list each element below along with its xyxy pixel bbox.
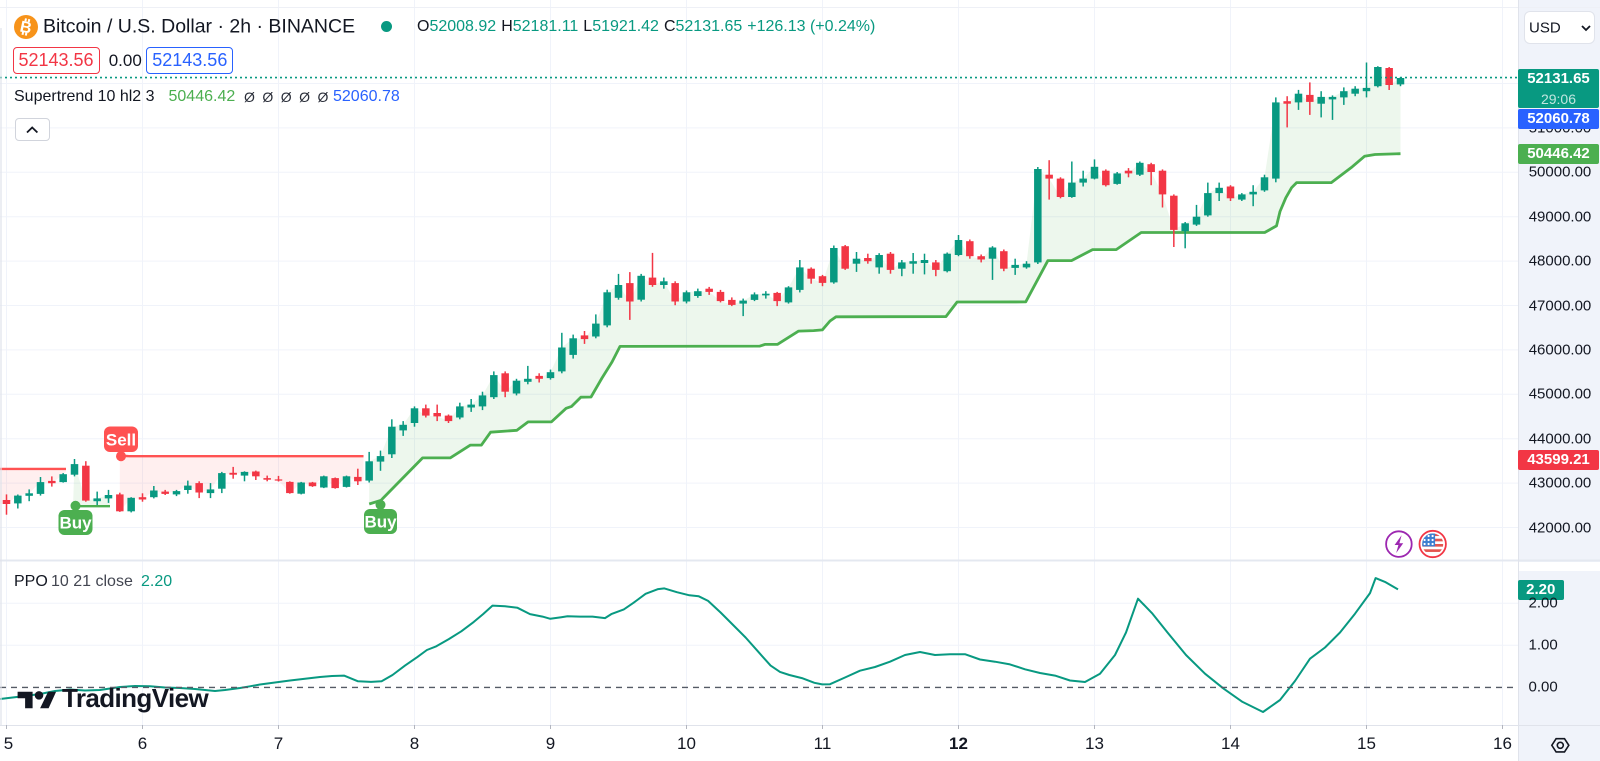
svg-text:Buy: Buy — [59, 514, 92, 533]
svg-text:B: B — [18, 19, 33, 38]
svg-text:Sell: Sell — [106, 430, 136, 449]
svg-text:TradingView: TradingView — [62, 683, 209, 713]
svg-text:Buy: Buy — [364, 513, 397, 532]
